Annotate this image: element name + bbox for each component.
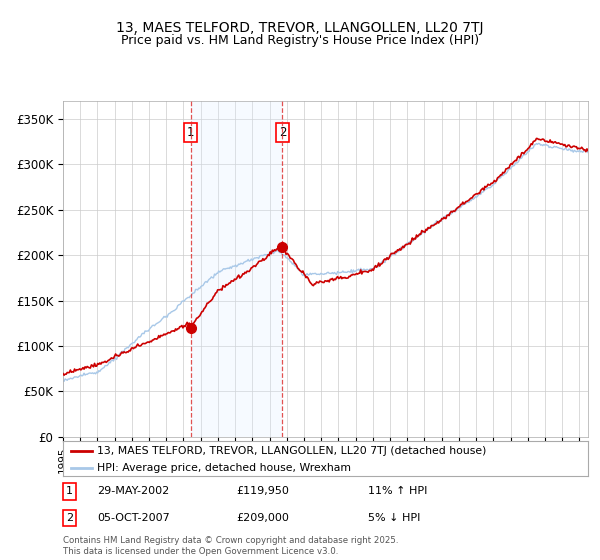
- Text: 2: 2: [279, 126, 286, 139]
- Text: Price paid vs. HM Land Registry's House Price Index (HPI): Price paid vs. HM Land Registry's House …: [121, 34, 479, 46]
- Text: HPI: Average price, detached house, Wrexham: HPI: Average price, detached house, Wrex…: [97, 463, 351, 473]
- Text: 1: 1: [187, 126, 194, 139]
- Text: £209,000: £209,000: [236, 513, 289, 523]
- Text: 11% ↑ HPI: 11% ↑ HPI: [367, 487, 427, 496]
- Text: £119,950: £119,950: [236, 487, 289, 496]
- Text: 5% ↓ HPI: 5% ↓ HPI: [367, 513, 420, 523]
- Text: 13, MAES TELFORD, TREVOR, LLANGOLLEN, LL20 7TJ (detached house): 13, MAES TELFORD, TREVOR, LLANGOLLEN, LL…: [97, 446, 487, 456]
- Text: 2: 2: [66, 513, 73, 523]
- Text: Contains HM Land Registry data © Crown copyright and database right 2025.
This d: Contains HM Land Registry data © Crown c…: [63, 536, 398, 556]
- Bar: [191, 101, 283, 437]
- Text: 13, MAES TELFORD, TREVOR, LLANGOLLEN, LL20 7TJ: 13, MAES TELFORD, TREVOR, LLANGOLLEN, LL…: [116, 21, 484, 35]
- Text: 29-MAY-2002: 29-MAY-2002: [97, 487, 169, 496]
- Text: 1: 1: [66, 487, 73, 496]
- Text: 05-OCT-2007: 05-OCT-2007: [97, 513, 170, 523]
